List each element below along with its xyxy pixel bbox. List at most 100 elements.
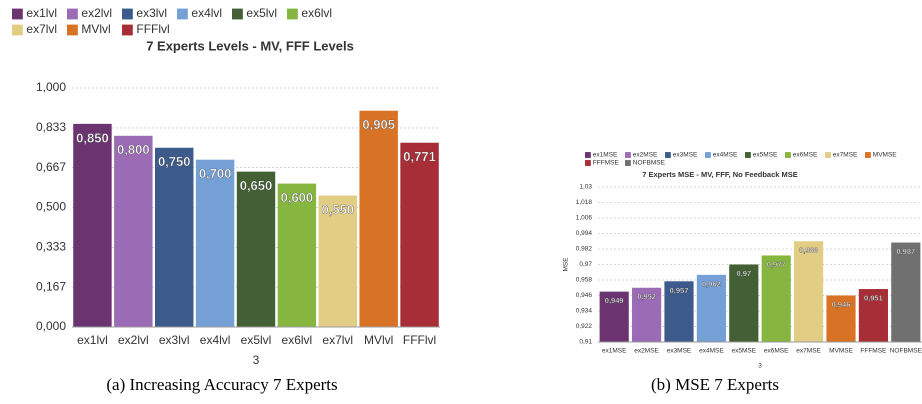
legend-label: ex1MSE [593, 152, 618, 159]
bar [277, 183, 317, 327]
legend-swatch [665, 152, 671, 158]
value-label: 0,550 [322, 202, 355, 217]
value-label: 0,957 [670, 286, 689, 295]
y-tick-label: 0,934 [576, 308, 593, 315]
value-label: 0,987 [896, 247, 915, 256]
legend-swatch [785, 152, 791, 158]
bar [632, 287, 662, 342]
legend-swatch [865, 152, 871, 158]
y-tick-label: 1,006 [576, 215, 593, 222]
x-tick-label: FFFMSE [860, 348, 887, 355]
value-label: 0,771 [403, 149, 436, 164]
legend-swatch [705, 152, 711, 158]
value-label: 0,988 [799, 246, 818, 255]
value-label: 0,952 [637, 292, 656, 301]
y-tick-label: 0,97 [579, 261, 592, 268]
legend-label: MVlvl [81, 22, 110, 36]
bar [729, 264, 759, 342]
y-tick-label: 1,000 [36, 80, 66, 94]
x-tick-label: ex6lvl [282, 333, 313, 347]
value-label: 0,977 [767, 260, 786, 269]
legend-label: ex7lvl [26, 22, 57, 36]
bar [114, 135, 153, 327]
chart-title: 7 Experts Levels - MV, FFF Levels [146, 38, 354, 53]
legend-swatch [585, 160, 591, 166]
bar [195, 159, 235, 327]
y-tick-label: 0,667 [36, 160, 66, 174]
legend-swatch [625, 160, 631, 166]
legend-label: ex4lvl [191, 6, 222, 20]
legend-swatch [67, 8, 78, 20]
x-tick-label: ex1MSE [602, 348, 627, 355]
legend-label: NOFBMSE [633, 160, 666, 167]
value-label: 0,97 [736, 269, 751, 278]
x-tick-label: ex6MSE [764, 348, 789, 355]
legend-swatch [122, 24, 133, 36]
y-tick-label: 0,333 [36, 240, 66, 254]
y-tick-label: 0,922 [576, 323, 593, 330]
bar [236, 171, 276, 327]
value-label: 0,800 [117, 142, 150, 157]
x-tick-label: ex4lvl [200, 333, 231, 347]
legend-label: ex2lvl [81, 6, 112, 20]
x-tick-label: ex3lvl [159, 333, 190, 347]
legend-label: ex3lvl [136, 6, 167, 20]
bar [73, 123, 112, 327]
x-tick-label: ex7lvl [322, 333, 353, 347]
y-tick-label: 0,946 [576, 292, 593, 299]
legend-swatch [625, 152, 631, 158]
legend-label: ex5lvl [246, 6, 277, 20]
x-tick-label: ex1lvl [77, 333, 108, 347]
y-tick-label: 0,167 [36, 279, 66, 293]
bar [664, 281, 694, 342]
value-label: 0,850 [76, 130, 109, 145]
legend-swatch [585, 152, 591, 158]
legend-label: ex3MSE [673, 152, 698, 159]
y-tick-label: 0,833 [36, 120, 66, 134]
legend-label: ex1lvl [26, 6, 57, 20]
x-tick-label: ex3MSE [667, 348, 692, 355]
x-tick-label: ex7MSE [796, 348, 821, 355]
value-label: 0,700 [199, 166, 232, 181]
y-axis-label: MSE [563, 257, 570, 272]
bar [400, 142, 439, 327]
legend-swatch [825, 152, 831, 158]
x-tick-label: MVlvl [364, 333, 393, 347]
x-tick-label: ex2lvl [118, 333, 149, 347]
value-label: 0,750 [158, 154, 191, 169]
x-tick-label: MVMSE [829, 348, 854, 355]
legend-swatch [122, 8, 133, 20]
x-tick-label: NOFBMSE [890, 348, 922, 355]
value-label: 0,650 [240, 178, 273, 193]
legend-swatch [232, 8, 243, 20]
bar [318, 195, 357, 327]
legend-swatch [12, 24, 23, 36]
legend-label: ex4MSE [713, 152, 738, 159]
chart-title: 7 Experts MSE - MV, FFF, No Feedback MSE [642, 170, 798, 179]
y-tick-label: 0,91 [579, 339, 592, 346]
legend-swatch [12, 8, 23, 20]
legend-label: ex6lvl [301, 6, 332, 20]
bar [794, 241, 824, 342]
x-tick-label: FFFlvl [403, 333, 436, 347]
x-axis-label: 3 [253, 353, 260, 367]
legend-label: FFFlvl [136, 22, 169, 36]
x-tick-label: ex4MSE [699, 348, 724, 355]
value-label: 0,962 [702, 279, 721, 288]
y-tick-label: 1,018 [576, 199, 593, 206]
value-label: 0,951 [864, 294, 883, 303]
bar [826, 295, 856, 342]
legend-label: ex6MSE [793, 152, 818, 159]
caption: (b) MSE 7 Experts [651, 375, 779, 394]
legend-swatch [745, 152, 751, 158]
x-tick-label: ex5lvl [241, 333, 272, 347]
bar [696, 274, 726, 342]
y-tick-label: 0,500 [36, 200, 66, 214]
bar [858, 289, 888, 342]
legend-label: ex2MSE [633, 152, 658, 159]
bar [359, 110, 398, 327]
value-label: 0,600 [281, 190, 314, 205]
legend-label: ex5MSE [753, 152, 778, 159]
bar [761, 255, 791, 342]
